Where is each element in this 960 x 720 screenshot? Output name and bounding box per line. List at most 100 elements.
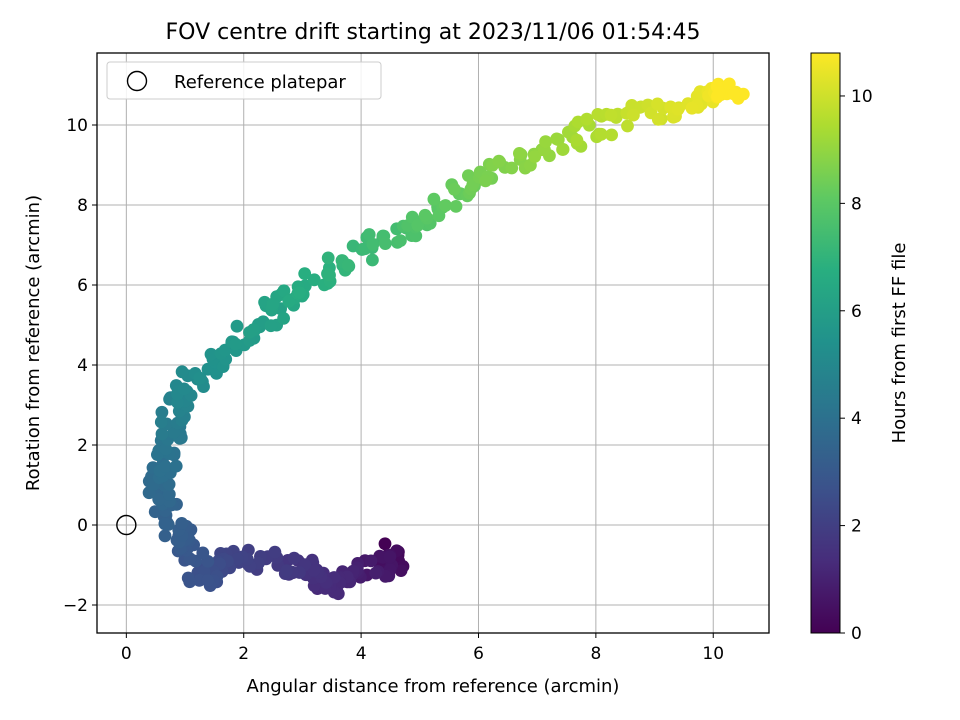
drift-point xyxy=(479,174,492,188)
colorbar-label: Hours from first FF file xyxy=(889,243,910,444)
drift-point xyxy=(152,492,166,506)
drift-point xyxy=(154,415,168,429)
x-tick-label: 10 xyxy=(702,644,724,664)
drift-point xyxy=(321,251,335,265)
x-tick-label: 6 xyxy=(473,644,484,664)
legend-marker-icon xyxy=(126,70,148,92)
drift-point xyxy=(323,268,336,282)
y-axis-ticks: −2 0 2 4 6 8 10 xyxy=(63,116,97,616)
colorbar-ticks: 0 2 4 6 8 10 xyxy=(840,87,873,644)
drift-point xyxy=(383,550,397,564)
drift-point xyxy=(418,208,432,222)
drift-point xyxy=(513,147,526,160)
drift-point xyxy=(580,112,594,126)
drift-point xyxy=(169,459,183,473)
drift-point xyxy=(448,182,461,196)
drift-point xyxy=(685,101,699,115)
drift-point xyxy=(264,319,278,333)
legend: Reference platepar xyxy=(106,61,382,100)
drift-point xyxy=(722,77,736,91)
drift-point xyxy=(293,286,306,299)
drift-point xyxy=(175,365,189,379)
drift-point xyxy=(158,517,172,531)
drift-point xyxy=(364,554,378,568)
drift-point xyxy=(204,347,218,361)
drift-point xyxy=(627,108,640,122)
colorbar-tick-label: 4 xyxy=(851,409,862,429)
drift-point xyxy=(193,371,207,385)
x-axis-ticks: 0 2 4 6 8 10 xyxy=(121,633,724,664)
y-axis-label: Rotation from reference (arcmin) xyxy=(23,195,44,491)
drift-point xyxy=(175,517,189,530)
drift-point xyxy=(177,382,191,396)
y-tick-label: 6 xyxy=(77,276,88,296)
drift-point xyxy=(727,87,741,101)
drift-point xyxy=(736,87,750,101)
drift-point xyxy=(280,564,293,578)
drift-point xyxy=(604,108,618,122)
colorbar-tick-label: 8 xyxy=(851,194,862,214)
drift-point xyxy=(307,273,321,287)
y-tick-label: 0 xyxy=(77,516,88,536)
drift-point xyxy=(282,295,296,308)
drift-point xyxy=(621,119,634,133)
drift-point xyxy=(230,552,244,566)
drift-point xyxy=(369,566,383,580)
drift-point xyxy=(651,113,665,126)
drift-point xyxy=(268,545,282,559)
drift-point xyxy=(378,237,392,251)
drift-point xyxy=(266,297,280,311)
legend-label: Reference platepar xyxy=(174,72,346,93)
drift-point xyxy=(492,154,506,168)
drift-point xyxy=(230,319,244,333)
drift-point xyxy=(196,546,210,560)
x-tick-label: 4 xyxy=(356,644,367,664)
drift-point xyxy=(362,228,376,241)
drift-point xyxy=(394,234,407,248)
drift-point xyxy=(539,135,552,149)
drift-point xyxy=(505,161,519,175)
x-axis-label: Angular distance from reference (arcmin) xyxy=(247,676,620,697)
plot-frame xyxy=(96,52,770,634)
colorbar-tick-label: 6 xyxy=(851,302,862,322)
x-tick-label: 8 xyxy=(590,644,601,664)
data-points xyxy=(142,77,750,601)
drift-point xyxy=(229,337,243,351)
drift-point xyxy=(378,537,392,551)
drift-point xyxy=(394,564,408,577)
drift-point xyxy=(550,132,564,146)
drift-point xyxy=(158,529,172,543)
chart-title: FOV centre drift starting at 2023/11/06 … xyxy=(166,20,701,45)
x-tick-label: 2 xyxy=(238,644,249,664)
legend-box xyxy=(106,61,382,100)
colorbar xyxy=(810,52,841,634)
drift-point xyxy=(594,127,608,141)
drift-point xyxy=(711,89,724,103)
y-tick-label: 10 xyxy=(66,116,88,136)
colorbar-tick-label: 0 xyxy=(851,624,862,644)
drift-point xyxy=(159,442,173,456)
y-tick-label: 4 xyxy=(77,356,88,376)
drift-point xyxy=(528,150,542,163)
colorbar-tick-label: 10 xyxy=(851,87,873,107)
drift-point xyxy=(671,102,685,116)
drift-point xyxy=(247,323,260,336)
drift-point xyxy=(651,97,664,111)
y-tick-label: −2 xyxy=(63,596,88,616)
drift-point xyxy=(366,253,379,267)
drift-point xyxy=(411,219,425,232)
drift-point xyxy=(287,551,301,565)
drift-point xyxy=(307,564,321,577)
reference-platepar-marker xyxy=(116,514,137,536)
drift-point xyxy=(298,267,312,280)
drift-point xyxy=(159,460,172,473)
drift-point xyxy=(155,405,169,419)
y-tick-label: 8 xyxy=(77,196,88,216)
x-tick-label: 0 xyxy=(121,644,132,664)
drift-point xyxy=(341,258,355,272)
drift-point xyxy=(155,427,169,441)
drift-point xyxy=(570,133,584,147)
drift-point xyxy=(427,192,441,206)
drift-point xyxy=(449,200,463,213)
